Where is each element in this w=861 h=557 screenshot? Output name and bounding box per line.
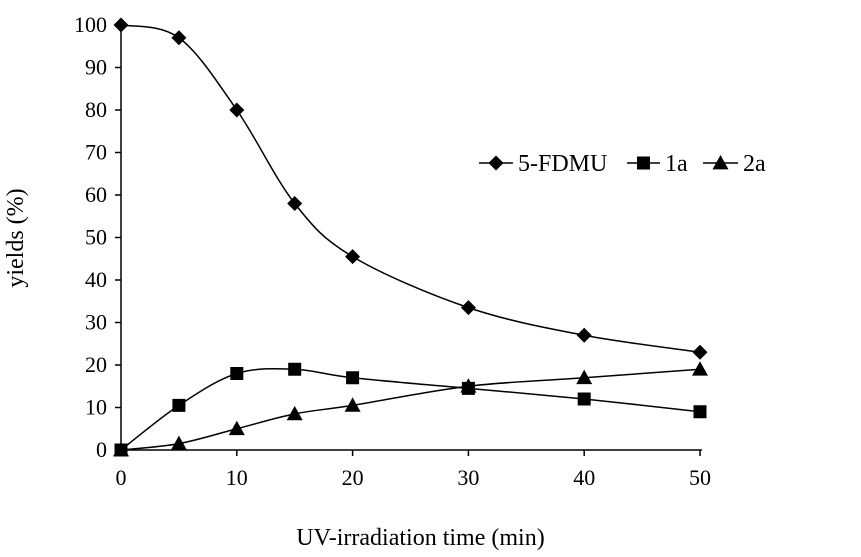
y-tick-label: 70 [85,140,107,165]
y-tick-label: 10 [85,395,107,420]
data-point-triangle [286,405,303,421]
data-point-triangle [344,397,361,412]
data-point-triangle [228,420,245,436]
x-tick-label: 30 [457,465,479,490]
data-point-triangle [170,435,187,451]
data-point-diamond [287,196,303,211]
data-point-diamond [576,327,592,343]
x-tick-label: 10 [226,465,248,490]
data-point-diamond [171,30,187,46]
y-tick-label: 60 [85,182,107,207]
series-group [113,17,708,457]
y-tick-label: 100 [74,12,107,37]
y-axis-title: yields (%) [3,188,29,287]
series-1a [114,362,707,457]
series-2a [113,361,708,457]
data-point-diamond [460,300,476,316]
y-axis-ticks: 0 10 20 30 40 50 60 70 80 90 100 [74,12,121,462]
legend-label: 1a [665,151,688,177]
x-tick-label: 40 [573,465,595,490]
y-tick-label: 20 [85,352,107,377]
series-line [120,367,701,451]
legend-item-2a: 2a [703,151,766,177]
legend-item-5-fdmu: 5-FDMU [479,151,607,177]
legend-marker-triangle [712,155,729,170]
series-line [120,368,701,451]
data-point-diamond [113,17,129,33]
y-tick-label: 90 [85,55,107,80]
data-point-diamond [692,344,708,360]
y-tick-label: 40 [85,267,107,292]
legend-item-1a: 1a [627,151,688,177]
legend-label: 5-FDMU [518,151,607,177]
x-tick-label: 20 [342,465,364,490]
legend-marker-square [637,156,650,170]
data-point-diamond [345,249,361,265]
data-point-square [230,367,244,380]
y-tick-label: 80 [85,97,107,122]
x-tick-label: 50 [689,465,711,490]
data-point-square [288,362,302,376]
series-5-fdmu [113,17,708,360]
legend-marker-diamond [488,155,504,171]
y-tick-label: 50 [85,225,107,250]
x-axis-title: UV-irradiation time (min) [296,525,544,551]
legend: 5-FDMU 1a 2a [479,151,766,177]
x-tick-label: 0 [116,465,127,490]
data-point-square [172,398,186,412]
data-point-triangle [460,378,477,393]
y-tick-label: 30 [85,310,107,335]
data-point-square [577,392,591,406]
y-tick-label: 0 [96,437,107,462]
data-point-triangle [692,361,708,376]
data-point-triangle [576,369,593,385]
data-point-triangle [113,442,129,457]
legend-label: 2a [743,151,766,177]
data-point-square [693,405,707,419]
series-line [120,24,701,353]
data-point-square [346,371,360,385]
data-point-diamond [229,102,245,118]
x-axis-ticks: 0 10 20 30 40 50 [116,450,711,490]
